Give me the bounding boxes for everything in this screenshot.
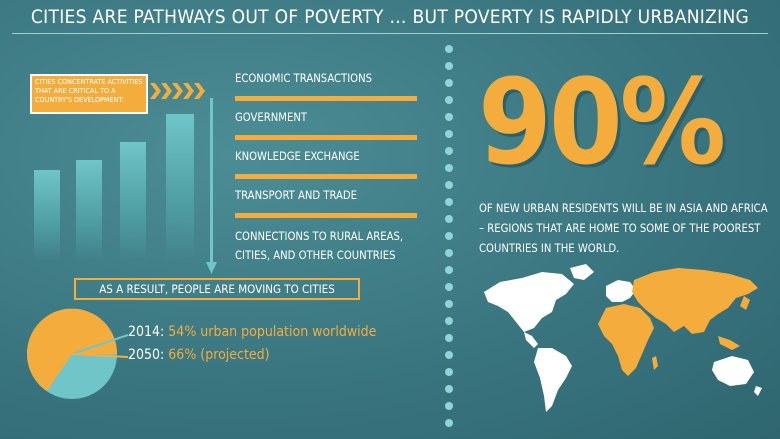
chevron-arrows-icon	[150, 83, 205, 99]
dotted-divider	[445, 45, 453, 427]
world-map-graphic	[484, 264, 762, 412]
growth-bar	[34, 170, 60, 260]
activity-label: GOVERNMENT	[235, 111, 308, 124]
urban-description: OF NEW URBAN RESIDENTS WILL BE IN ASIA A…	[479, 202, 768, 255]
callout-box: CITIES CONCENTRATE ACTIVITIES THAT ARE C…	[30, 74, 148, 114]
stat-year: 2014:	[128, 324, 165, 340]
growth-bars-graphic	[34, 100, 204, 260]
activity-label: CONNECTIONS TO RURAL AREAS,	[235, 230, 404, 243]
activity-label: ECONOMIC TRANSACTIONS	[235, 72, 372, 85]
activity-label: KNOWLEDGE EXCHANGE	[235, 150, 360, 163]
big-percentage: 90%	[478, 53, 726, 191]
stat-text: 54% urban population worldwide	[168, 324, 377, 340]
stat-2014: 2014: 54% urban population worldwide	[128, 324, 376, 340]
activity-label: CITIES, AND OTHER COUNTRIES	[235, 249, 396, 262]
page-title: CITIES ARE PATHWAYS OUT OF POVERTY … BUT…	[30, 6, 750, 28]
activity-divider	[235, 135, 417, 140]
activity-divider	[235, 96, 417, 101]
growth-bar	[76, 160, 102, 260]
stat-2050: 2050: 66% (projected)	[128, 347, 270, 363]
activity-divider	[235, 174, 417, 179]
activity-divider	[235, 213, 417, 218]
stat-text: 66% (projected)	[168, 347, 270, 363]
stat-year: 2050:	[128, 347, 165, 363]
growth-bar	[120, 142, 146, 260]
growth-bar	[166, 114, 194, 260]
activity-label: TRANSPORT AND TRADE	[235, 189, 358, 202]
title-divider	[12, 33, 768, 34]
down-arrow-icon	[206, 98, 217, 274]
urban-population-pie	[27, 308, 129, 399]
result-banner: AS A RESULT, PEOPLE ARE MOVING TO CITIES	[74, 278, 360, 300]
